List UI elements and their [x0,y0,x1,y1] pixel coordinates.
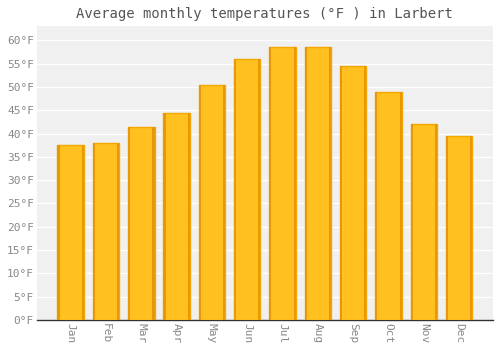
Bar [128,127,154,320]
Bar [340,66,366,320]
Bar [446,136,448,320]
Bar [152,127,154,320]
Bar [198,85,201,320]
Bar [400,92,402,320]
Bar [410,124,412,320]
Bar [223,85,225,320]
Bar [234,59,260,320]
Bar [164,113,166,320]
Bar [375,92,402,320]
Bar [446,136,472,320]
Bar [58,145,84,320]
Bar [364,66,366,320]
Bar [234,59,236,320]
Bar [270,47,296,320]
Bar [340,66,342,320]
Bar [435,124,437,320]
Bar [93,143,120,320]
Bar [329,47,331,320]
Bar [304,47,306,320]
Bar [93,143,95,320]
Bar [58,145,59,320]
Bar [375,92,378,320]
Bar [258,59,260,320]
Bar [410,124,437,320]
Bar [470,136,472,320]
Bar [270,47,272,320]
Title: Average monthly temperatures (°F ) in Larbert: Average monthly temperatures (°F ) in La… [76,7,454,21]
Bar [198,85,225,320]
Bar [188,113,190,320]
Bar [294,47,296,320]
Bar [82,145,84,320]
Bar [304,47,331,320]
Bar [117,143,119,320]
Bar [128,127,130,320]
Bar [164,113,190,320]
